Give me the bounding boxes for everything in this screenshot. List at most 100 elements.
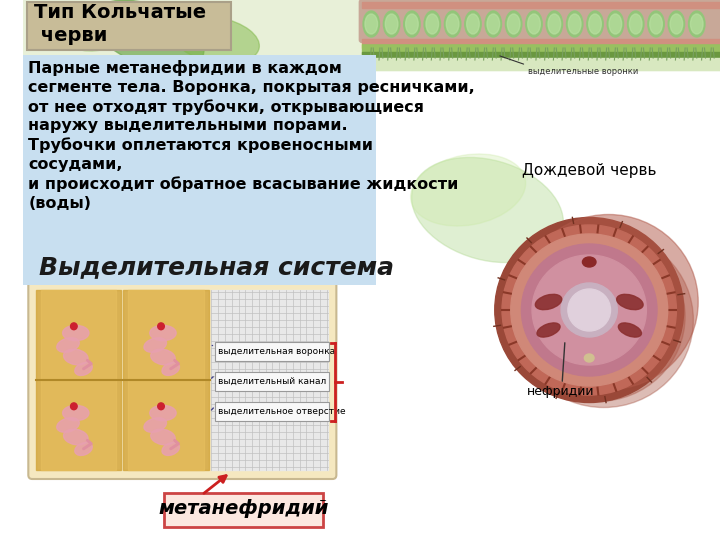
- Ellipse shape: [173, 17, 259, 64]
- Text: выделительный канал: выделительный канал: [218, 377, 326, 386]
- Ellipse shape: [618, 323, 642, 337]
- Ellipse shape: [628, 11, 644, 37]
- Ellipse shape: [365, 14, 377, 34]
- Ellipse shape: [568, 289, 611, 331]
- Ellipse shape: [495, 218, 684, 402]
- Text: выделительная воронка: выделительная воронка: [218, 347, 336, 356]
- Ellipse shape: [444, 11, 461, 37]
- Text: выделительные воронки: выделительные воронки: [528, 67, 639, 76]
- Ellipse shape: [519, 214, 698, 389]
- Ellipse shape: [508, 14, 520, 34]
- Ellipse shape: [648, 11, 665, 37]
- Ellipse shape: [485, 11, 502, 37]
- Bar: [36, 290, 121, 470]
- Ellipse shape: [567, 11, 583, 37]
- FancyBboxPatch shape: [164, 493, 323, 527]
- Ellipse shape: [526, 11, 542, 37]
- Ellipse shape: [532, 255, 647, 365]
- Ellipse shape: [548, 14, 561, 34]
- Text: метанефридий: метанефридий: [158, 500, 328, 518]
- Bar: [212, 290, 328, 470]
- Ellipse shape: [487, 14, 500, 34]
- Ellipse shape: [510, 232, 685, 401]
- Ellipse shape: [75, 443, 92, 455]
- Ellipse shape: [412, 158, 564, 262]
- Text: Дождевой червь: Дождевой червь: [522, 163, 657, 178]
- Ellipse shape: [670, 14, 683, 34]
- Ellipse shape: [690, 14, 703, 34]
- FancyBboxPatch shape: [359, 0, 720, 43]
- Ellipse shape: [546, 11, 562, 37]
- Ellipse shape: [508, 230, 677, 395]
- FancyBboxPatch shape: [27, 2, 231, 50]
- Ellipse shape: [63, 325, 89, 341]
- FancyBboxPatch shape: [22, 55, 376, 285]
- Ellipse shape: [410, 154, 526, 226]
- Ellipse shape: [162, 443, 179, 455]
- Bar: [361, 38, 720, 48]
- Ellipse shape: [535, 294, 562, 309]
- Ellipse shape: [688, 11, 705, 37]
- Ellipse shape: [582, 257, 596, 267]
- Bar: [361, 52, 720, 60]
- Text: Выделительная система: Выделительная система: [39, 255, 394, 279]
- Bar: [361, 0, 720, 35]
- Ellipse shape: [162, 362, 179, 375]
- Ellipse shape: [617, 294, 643, 309]
- Ellipse shape: [649, 14, 662, 34]
- Bar: [361, 30, 720, 42]
- Circle shape: [158, 323, 164, 330]
- Circle shape: [158, 403, 164, 410]
- Ellipse shape: [668, 11, 685, 37]
- Ellipse shape: [405, 14, 418, 34]
- FancyBboxPatch shape: [215, 402, 328, 421]
- Ellipse shape: [150, 325, 176, 341]
- Ellipse shape: [63, 429, 88, 445]
- Ellipse shape: [607, 11, 624, 37]
- Ellipse shape: [424, 11, 441, 37]
- Ellipse shape: [505, 11, 522, 37]
- Text: нефридии: нефридии: [526, 386, 594, 399]
- Ellipse shape: [589, 14, 601, 34]
- Bar: [361, 44, 720, 54]
- Ellipse shape: [446, 14, 459, 34]
- Ellipse shape: [63, 406, 89, 421]
- Bar: [123, 290, 209, 470]
- Text: выделительное отверстие: выделительное отверстие: [218, 407, 346, 416]
- Ellipse shape: [144, 338, 166, 352]
- FancyBboxPatch shape: [28, 281, 336, 479]
- Ellipse shape: [568, 14, 581, 34]
- Ellipse shape: [75, 362, 92, 375]
- FancyBboxPatch shape: [215, 372, 328, 391]
- Circle shape: [71, 403, 77, 410]
- FancyBboxPatch shape: [215, 342, 328, 361]
- Ellipse shape: [57, 418, 79, 432]
- Ellipse shape: [585, 354, 594, 362]
- Ellipse shape: [93, 0, 204, 70]
- Ellipse shape: [144, 418, 166, 432]
- Ellipse shape: [510, 234, 667, 386]
- Ellipse shape: [514, 233, 693, 408]
- Ellipse shape: [609, 14, 621, 34]
- Ellipse shape: [363, 11, 379, 37]
- Ellipse shape: [383, 11, 400, 37]
- Bar: [361, 58, 720, 70]
- Ellipse shape: [150, 406, 176, 421]
- Circle shape: [71, 323, 77, 330]
- Ellipse shape: [467, 14, 480, 34]
- Bar: [22, 0, 720, 70]
- Ellipse shape: [57, 338, 79, 352]
- Bar: [128, 290, 204, 470]
- Ellipse shape: [426, 14, 438, 34]
- Ellipse shape: [63, 349, 88, 365]
- Bar: [361, 2, 720, 8]
- Ellipse shape: [150, 429, 175, 445]
- Ellipse shape: [521, 244, 657, 376]
- Text: Парные метанефридии в каждом
сегменте тела. Воронка, покрытая ресничками,
от нее: Парные метанефридии в каждом сегменте те…: [28, 60, 475, 211]
- Ellipse shape: [404, 11, 420, 37]
- Ellipse shape: [537, 323, 560, 337]
- Ellipse shape: [150, 349, 175, 365]
- Ellipse shape: [385, 14, 398, 34]
- Ellipse shape: [561, 283, 617, 337]
- Ellipse shape: [587, 11, 603, 37]
